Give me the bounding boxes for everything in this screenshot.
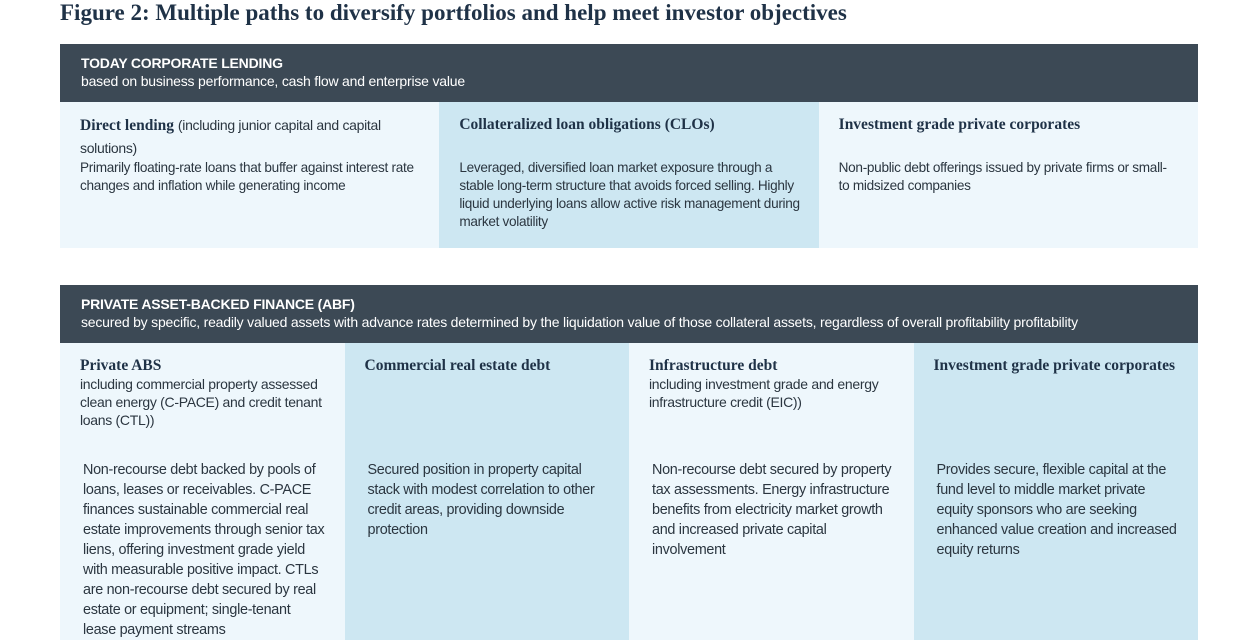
section-title: PRIVATE ASSET-BACKED FINANCE (ABF) (81, 296, 355, 312)
card-note: including commercial property assessed c… (80, 376, 322, 428)
section: TODAY CORPORATE LENDING based on busines… (60, 44, 1198, 248)
card-body: Non-public debt offerings issued by priv… (838, 160, 1167, 193)
card-note: including investment grade and energy in… (649, 376, 879, 410)
card-body: Non-recourse debt backed by pools of loa… (83, 462, 325, 638)
figure-title: Figure 2: Multiple paths to diversify po… (60, 0, 847, 25)
card-body: Non-recourse debt secured by property ta… (652, 462, 892, 558)
card: Commercial real estate debt Secured posi… (344, 343, 629, 640)
card-heading: Direct lending (80, 117, 174, 134)
section-subtitle: based on business performance, cash flow… (81, 73, 465, 89)
card-heading: Investment grade private corporates (838, 116, 1081, 133)
card-body: Secured position in property capital sta… (367, 462, 595, 538)
card-body: Primarily floating-rate loans that buffe… (80, 160, 414, 193)
card-heading: Investment grade private corporates (933, 357, 1175, 374)
card-heading: Collateralized loan obligations (CLOs) (459, 116, 715, 133)
card: Direct lending (including junior capital… (60, 102, 440, 248)
card-body: Provides secure, flexible capital at the… (936, 462, 1177, 558)
section-header: PRIVATE ASSET-BACKED FINANCE (ABF) secur… (60, 285, 1198, 343)
card: Infrastructure debt including investment… (629, 343, 914, 640)
card: Private ABS including commercial propert… (60, 343, 345, 640)
card: Investment grade private corporates Non-… (818, 102, 1198, 248)
card: Collateralized loan obligations (CLOs) L… (439, 102, 819, 248)
card: Investment grade private corporates Prov… (913, 343, 1198, 640)
section: PRIVATE ASSET-BACKED FINANCE (ABF) secur… (60, 285, 1198, 640)
card-note: (including junior capital and capital so… (80, 117, 381, 156)
card-heading: Infrastructure debt (649, 357, 778, 374)
card-body: Leveraged, diversified loan market expos… (459, 160, 800, 229)
card-heading: Private ABS (80, 357, 162, 374)
section-subtitle: secured by specific, readily valued asse… (81, 314, 1078, 330)
section-title: TODAY CORPORATE LENDING (81, 55, 283, 71)
card-heading: Commercial real estate debt (364, 357, 551, 374)
section-header: TODAY CORPORATE LENDING based on busines… (60, 44, 1198, 102)
